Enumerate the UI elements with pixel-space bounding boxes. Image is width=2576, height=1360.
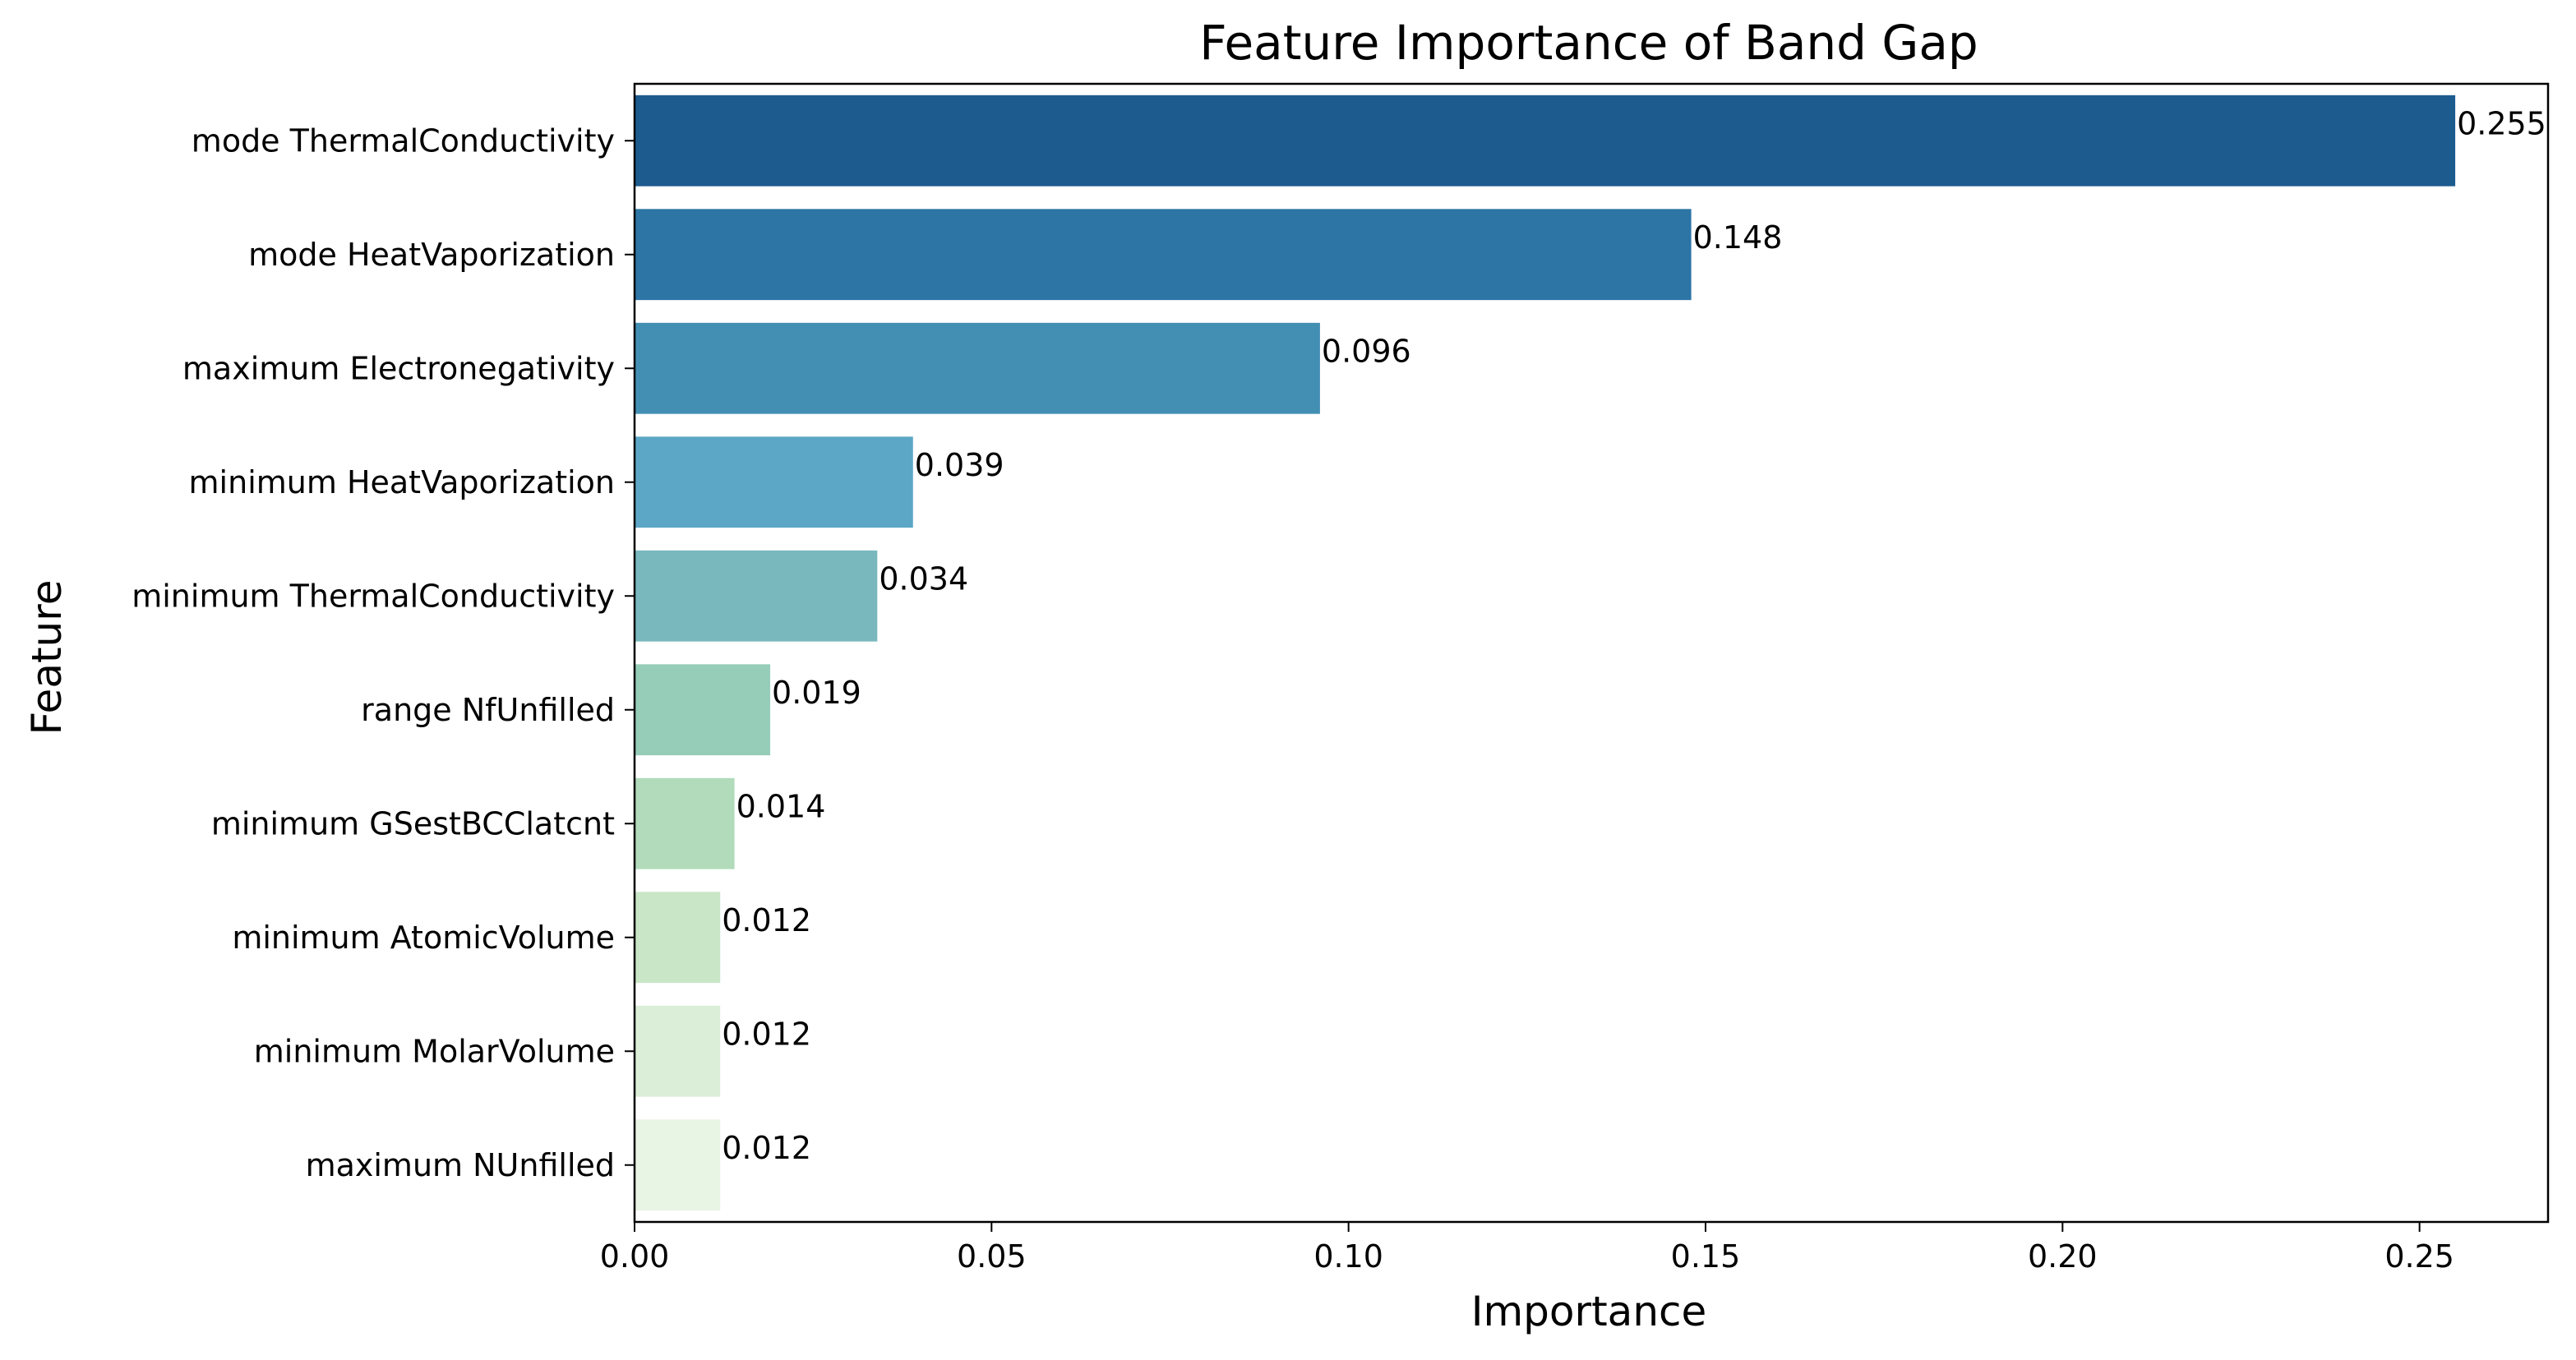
y-tick-label: mode ThermalConductivity: [192, 122, 615, 159]
bar-value-label: 0.014: [736, 788, 826, 824]
y-tick-label: maximum Electronegativity: [182, 350, 615, 386]
y-tick-label: minimum GSestBCClatcnt: [211, 805, 615, 841]
bars-layer: [635, 95, 2456, 1211]
bar-value-label: 0.034: [879, 560, 968, 597]
bar-value-label: 0.012: [722, 1130, 811, 1166]
bar: [635, 664, 771, 756]
bar: [635, 1119, 721, 1211]
y-ticks-layer: mode ThermalConductivity mode HeatVaporiz…: [132, 122, 635, 1183]
x-tick-label: 0.25: [2384, 1238, 2454, 1275]
y-tick-label: minimum ThermalConductivity: [132, 578, 615, 614]
bar: [635, 322, 1320, 414]
bar: [635, 1005, 721, 1097]
x-tick-label: 0.15: [1671, 1238, 1741, 1275]
bar: [635, 436, 913, 528]
y-tick-label: maximum NUnfilled: [306, 1147, 615, 1183]
bar: [635, 550, 878, 642]
bar-value-label: 0.012: [722, 902, 811, 938]
y-tick-label: minimum HeatVaporization: [189, 464, 615, 500]
y-tick-label: minimum MolarVolume: [254, 1033, 615, 1069]
y-tick-label: mode HeatVaporization: [248, 237, 615, 273]
x-tick-label: 0.00: [600, 1238, 670, 1275]
x-tick-label: 0.20: [2028, 1238, 2098, 1275]
bar: [635, 95, 2456, 187]
bar-value-label: 0.019: [772, 675, 861, 711]
plot-frame: [633, 82, 2550, 1224]
bar: [635, 892, 721, 984]
x-tick-label: 0.10: [1313, 1238, 1383, 1275]
data-labels-layer: 0.255 0.148 0.096 0.039 0.034 0.019 0.014 0.012…: [722, 105, 2546, 1166]
bar-value-label: 0.148: [1693, 219, 1783, 256]
bar: [635, 209, 1692, 301]
x-tick-label: 0.05: [957, 1238, 1027, 1275]
y-tick-label: minimum AtomicVolume: [232, 920, 615, 956]
bar-value-label: 0.012: [722, 1016, 811, 1052]
x-ticks-layer: 0.00 0.05 0.10 0.15 0.20 0.25: [600, 1222, 2454, 1275]
x-axis-title: Importance: [1471, 1288, 1707, 1335]
chart-title: Feature Importance of Band Gap: [1199, 15, 1978, 71]
bar: [635, 777, 735, 869]
bar-value-label: 0.039: [915, 447, 1004, 483]
bar-value-label: 0.255: [2457, 105, 2546, 141]
y-tick-label: range NfUnfilled: [361, 692, 615, 728]
y-axis-title: Feature: [23, 580, 71, 735]
bar-value-label: 0.096: [1322, 333, 1411, 369]
